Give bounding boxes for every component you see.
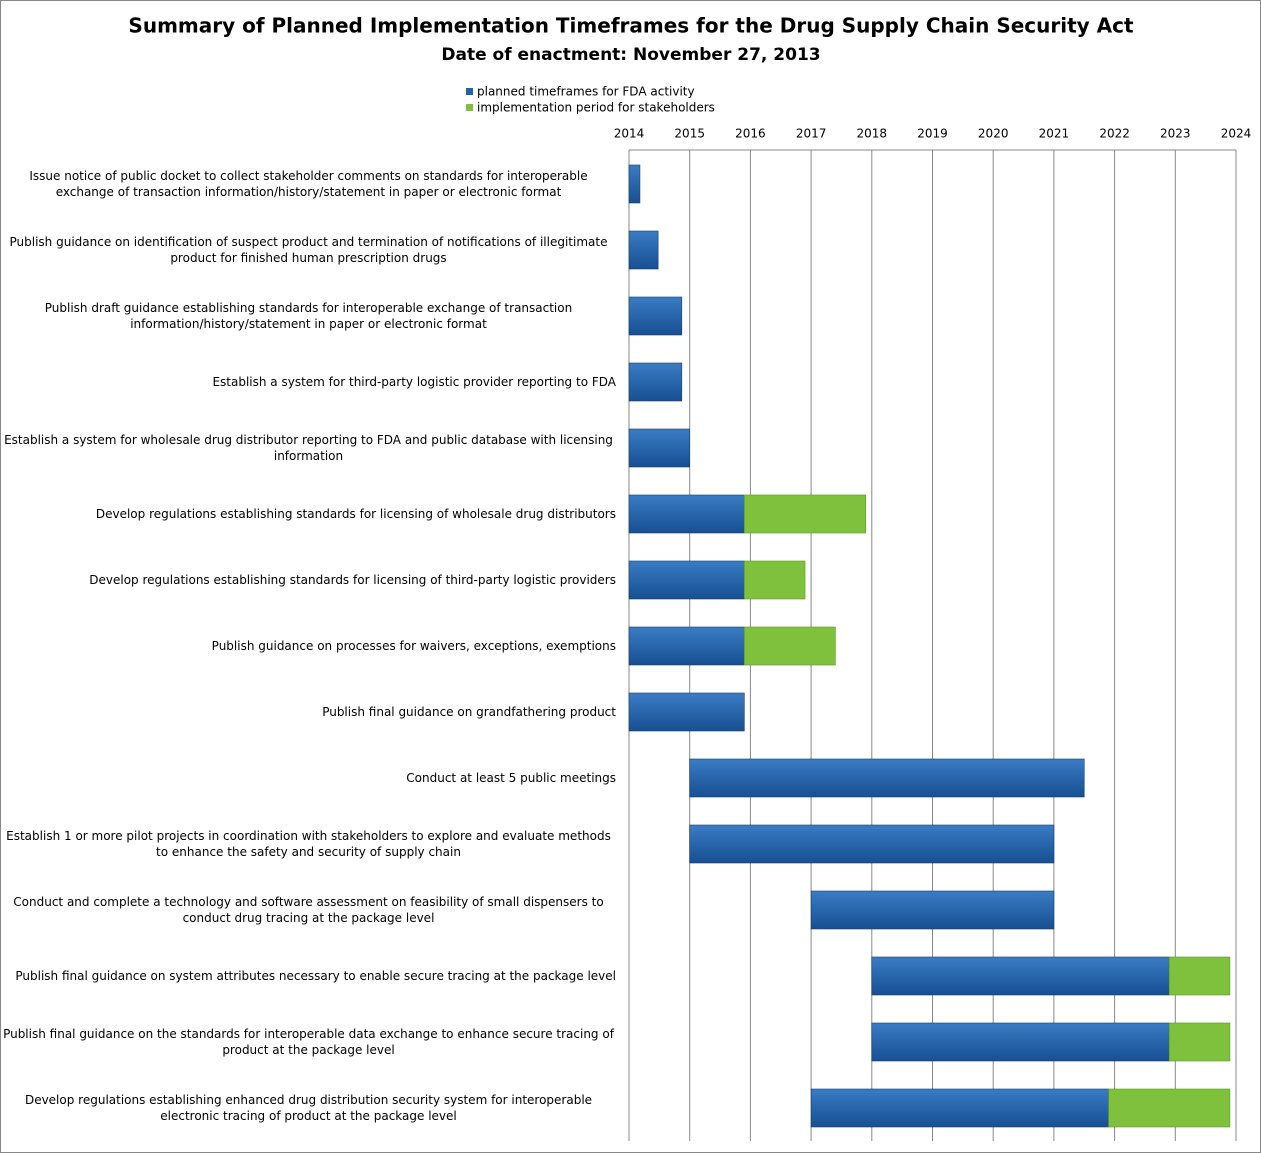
task-label-text: Publish guidance on identification of su…: [9, 235, 608, 265]
task-label-text: Establish a system for wholesale drug di…: [4, 433, 613, 463]
legend-swatch: [466, 104, 473, 111]
task-label-text: Develop regulations establishing enhance…: [24, 1093, 593, 1123]
task-label-text: Develop regulations establishing standar…: [89, 573, 616, 587]
bar: [628, 362, 683, 402]
bar: [689, 758, 1085, 798]
task-label: Develop regulations establishing enhance…: [1, 1083, 616, 1133]
bar: [871, 956, 1170, 996]
bar: [628, 494, 745, 534]
task-label: Establish a system for third-party logis…: [1, 357, 616, 407]
bar: [1168, 1022, 1231, 1062]
bar: [744, 560, 806, 600]
task-label-text: Develop regulations establishing standar…: [95, 507, 616, 521]
legend-label: implementation period for stakeholders: [477, 101, 715, 115]
bar: [810, 890, 1055, 930]
x-tick-label: 2018: [857, 127, 888, 141]
x-tick-label: 2021: [1039, 127, 1070, 141]
task-label: Publish final guidance on grandfathering…: [1, 687, 616, 737]
task-label: Develop regulations establishing standar…: [1, 555, 616, 605]
task-label-text: Publish final guidance on grandfathering…: [322, 705, 616, 719]
task-label: Conduct and complete a technology and so…: [1, 885, 616, 935]
x-tick-label: 2015: [674, 127, 705, 141]
bar: [871, 1022, 1170, 1062]
task-label-text: Establish 1 or more pilot projects in co…: [6, 829, 611, 859]
x-tick-label: 2024: [1221, 127, 1252, 141]
bar: [810, 1088, 1109, 1128]
bar: [689, 824, 1055, 864]
task-label: Publish final guidance on the standards …: [1, 1017, 616, 1067]
task-label-text: Publish draft guidance establishing stan…: [44, 301, 573, 331]
x-tick-label: 2016: [735, 127, 766, 141]
chart-title: Summary of Planned Implementation Timefr…: [128, 14, 1134, 38]
task-label: Establish 1 or more pilot projects in co…: [1, 819, 616, 869]
bar: [1108, 1088, 1231, 1128]
task-label-text: Conduct at least 5 public meetings: [406, 771, 616, 785]
task-label: Publish draft guidance establishing stan…: [1, 291, 616, 341]
task-label-text: Issue notice of public docket to collect…: [29, 169, 588, 199]
bar: [744, 626, 836, 666]
task-label: Develop regulations establishing standar…: [1, 489, 616, 539]
task-label: Publish final guidance on system attribu…: [1, 951, 616, 1001]
task-label-text: Publish final guidance on the standards …: [3, 1027, 614, 1057]
bar: [628, 164, 641, 204]
legend-label: planned timeframes for FDA activity: [477, 85, 695, 99]
legend-swatch: [466, 88, 473, 95]
bar: [628, 560, 745, 600]
task-label-text: Establish a system for third-party logis…: [212, 375, 616, 389]
task-label: Conduct at least 5 public meetings: [1, 753, 616, 803]
x-tick-label: 2017: [796, 127, 827, 141]
x-tick-label: 2019: [917, 127, 948, 141]
task-label: Issue notice of public docket to collect…: [1, 159, 616, 209]
bar: [628, 230, 659, 270]
x-tick-label: 2014: [614, 127, 645, 141]
bar: [744, 494, 867, 534]
task-label: Publish guidance on identification of su…: [1, 225, 616, 275]
task-label-text: Conduct and complete a technology and so…: [13, 895, 604, 925]
x-tick-label: 2023: [1160, 127, 1191, 141]
task-label-text: Publish guidance on processes for waiver…: [211, 639, 616, 653]
bar: [628, 692, 745, 732]
bar: [1168, 956, 1231, 996]
task-label: Publish guidance on processes for waiver…: [1, 621, 616, 671]
task-label-text: Publish final guidance on system attribu…: [15, 969, 616, 983]
bar: [628, 626, 745, 666]
x-tick-label: 2020: [978, 127, 1009, 141]
task-label: Establish a system for wholesale drug di…: [1, 423, 616, 473]
bar: [628, 296, 683, 336]
chart-subtitle: Date of enactment: November 27, 2013: [441, 45, 820, 65]
bar: [628, 428, 691, 468]
x-tick-label: 2022: [1099, 127, 1130, 141]
